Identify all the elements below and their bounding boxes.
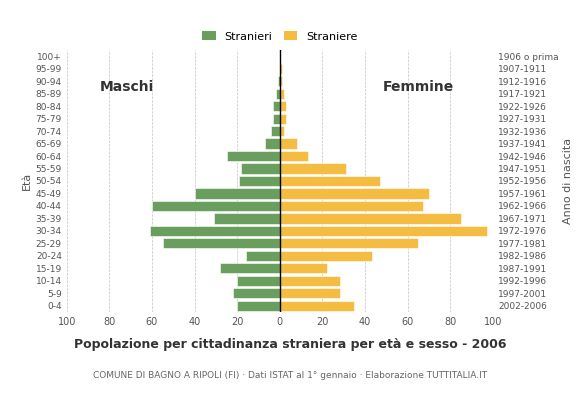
- Text: Femmine: Femmine: [383, 80, 454, 94]
- Bar: [237, 276, 280, 286]
- Bar: [280, 88, 284, 99]
- Bar: [280, 238, 418, 248]
- Text: Maschi: Maschi: [99, 80, 154, 94]
- Bar: [280, 251, 372, 261]
- Bar: [233, 288, 280, 298]
- Bar: [280, 164, 346, 174]
- Bar: [150, 226, 280, 236]
- Bar: [280, 301, 354, 311]
- Bar: [280, 201, 423, 211]
- Bar: [214, 213, 280, 224]
- Bar: [280, 64, 282, 74]
- Bar: [280, 176, 380, 186]
- Bar: [280, 188, 429, 198]
- Text: Popolazione per cittadinanza straniera per età e sesso - 2006: Popolazione per cittadinanza straniera p…: [74, 338, 506, 351]
- Y-axis label: Anno di nascita: Anno di nascita: [563, 138, 572, 224]
- Legend: Stranieri, Straniere: Stranieri, Straniere: [198, 27, 362, 46]
- Bar: [280, 263, 327, 274]
- Bar: [271, 126, 280, 136]
- Bar: [195, 188, 280, 198]
- Bar: [280, 126, 284, 136]
- Bar: [241, 164, 280, 174]
- Bar: [276, 88, 280, 99]
- Bar: [273, 101, 280, 111]
- Text: COMUNE DI BAGNO A RIPOLI (FI) · Dati ISTAT al 1° gennaio · Elaborazione TUTTITAL: COMUNE DI BAGNO A RIPOLI (FI) · Dati IST…: [93, 371, 487, 380]
- Bar: [220, 263, 280, 274]
- Bar: [237, 301, 280, 311]
- Y-axis label: Età: Età: [21, 172, 31, 190]
- Bar: [280, 151, 307, 161]
- Bar: [280, 213, 461, 224]
- Bar: [280, 276, 339, 286]
- Bar: [273, 114, 280, 124]
- Bar: [152, 201, 280, 211]
- Bar: [280, 288, 339, 298]
- Bar: [280, 138, 297, 149]
- Bar: [280, 226, 487, 236]
- Bar: [280, 76, 282, 86]
- Bar: [280, 101, 287, 111]
- Bar: [240, 176, 280, 186]
- Bar: [280, 114, 287, 124]
- Bar: [227, 151, 280, 161]
- Bar: [162, 238, 280, 248]
- Bar: [278, 76, 280, 86]
- Bar: [265, 138, 280, 149]
- Bar: [246, 251, 280, 261]
